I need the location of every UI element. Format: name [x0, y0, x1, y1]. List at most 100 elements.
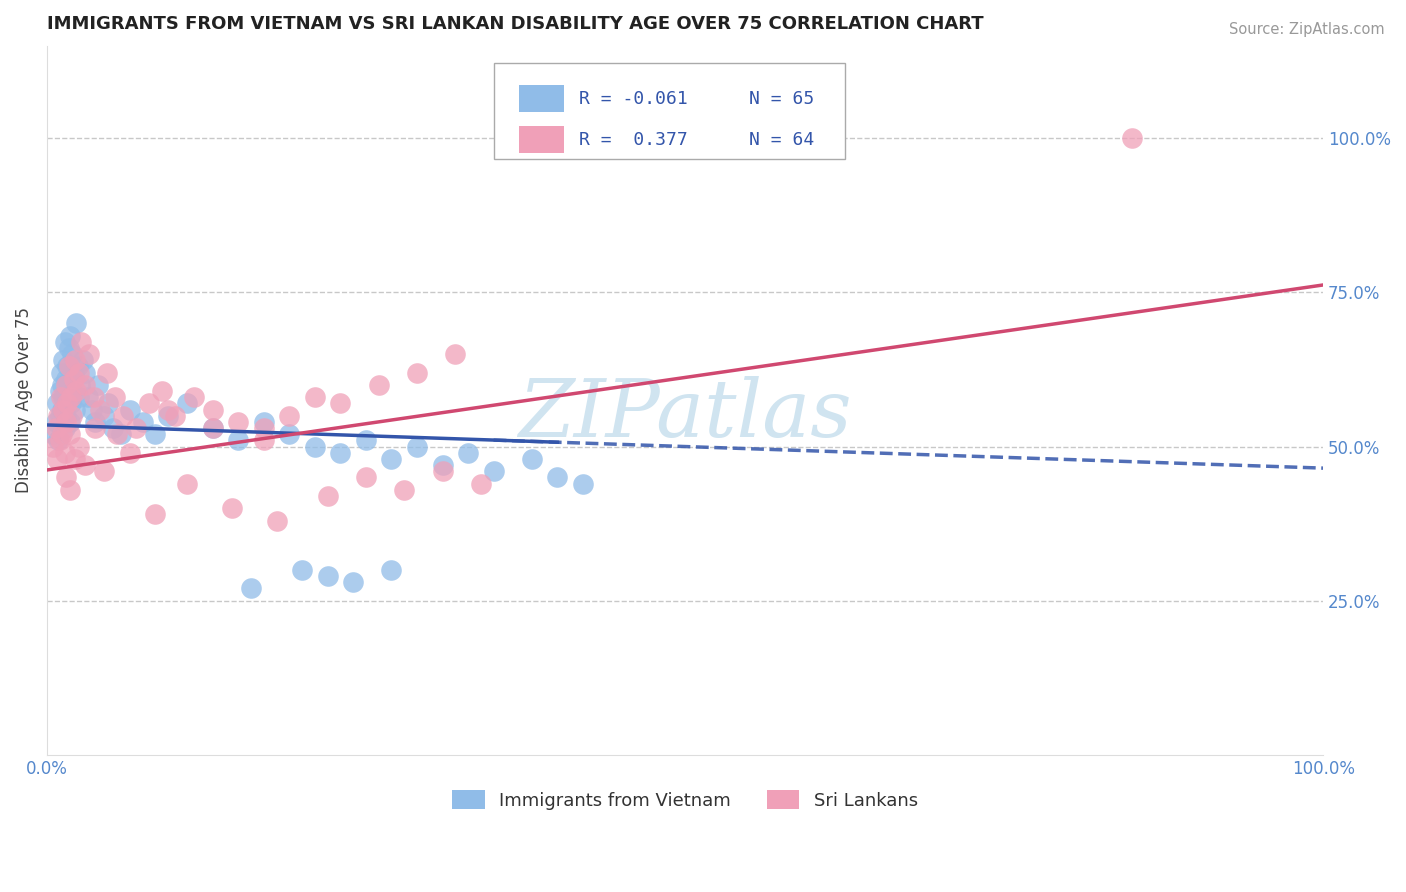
Point [291, 563, 314, 577]
Point [75, 366, 97, 380]
Point [84, 421, 107, 435]
Point [83, 390, 105, 404]
Point [53, 421, 76, 435]
Point [228, 415, 250, 429]
Text: R =  0.377: R = 0.377 [579, 130, 688, 149]
Bar [519, 86, 564, 112]
Point [67, 366, 90, 380]
Point [103, 421, 125, 435]
Point [63, 353, 86, 368]
Legend: Immigrants from Vietnam, Sri Lankans: Immigrants from Vietnam, Sri Lankans [444, 783, 925, 817]
Point [72, 353, 94, 368]
Point [62, 384, 84, 398]
Point [48, 409, 70, 423]
Point [62, 372, 84, 386]
Point [58, 377, 80, 392]
Point [76, 390, 98, 404]
Point [58, 341, 80, 355]
FancyBboxPatch shape [494, 63, 845, 159]
Point [63, 451, 86, 466]
Point [58, 359, 80, 374]
Bar [519, 126, 564, 153]
Point [406, 440, 429, 454]
Point [51, 427, 73, 442]
Point [572, 476, 595, 491]
Point [75, 377, 97, 392]
Point [176, 476, 198, 491]
Point [316, 489, 339, 503]
Point [118, 446, 141, 460]
Point [266, 514, 288, 528]
Point [59, 483, 82, 497]
Point [1121, 131, 1143, 145]
Point [131, 415, 153, 429]
Point [112, 409, 135, 423]
Point [253, 434, 276, 448]
Point [48, 384, 70, 398]
Point [51, 402, 73, 417]
Point [432, 464, 454, 478]
Point [66, 359, 89, 374]
Point [67, 440, 90, 454]
Point [316, 569, 339, 583]
Point [457, 446, 479, 460]
Point [55, 409, 77, 423]
Point [97, 396, 120, 410]
Point [75, 458, 97, 472]
Point [145, 427, 167, 442]
Point [470, 476, 492, 491]
Point [52, 353, 75, 368]
Point [96, 366, 118, 380]
Point [45, 421, 67, 435]
Text: IMMIGRANTS FROM VIETNAM VS SRI LANKAN DISABILITY AGE OVER 75 CORRELATION CHART: IMMIGRANTS FROM VIETNAM VS SRI LANKAN DI… [46, 15, 984, 33]
Point [46, 451, 69, 466]
Point [103, 390, 125, 404]
Point [65, 384, 87, 398]
Point [45, 415, 67, 429]
Point [55, 372, 77, 386]
Point [201, 421, 224, 435]
Point [329, 396, 352, 410]
Point [240, 582, 263, 596]
Point [60, 396, 83, 410]
Point [49, 390, 72, 404]
Point [56, 390, 79, 404]
Point [176, 396, 198, 410]
Point [201, 402, 224, 417]
Point [253, 415, 276, 429]
Point [380, 451, 402, 466]
Point [59, 415, 82, 429]
Point [55, 470, 77, 484]
Point [354, 434, 377, 448]
Point [55, 415, 77, 429]
Point [183, 390, 205, 404]
Point [354, 470, 377, 484]
Point [67, 390, 90, 404]
Point [157, 402, 180, 417]
Point [138, 396, 160, 410]
Point [56, 359, 79, 374]
Point [329, 446, 352, 460]
Point [89, 402, 111, 417]
Point [150, 384, 173, 398]
Point [42, 427, 65, 442]
Point [77, 347, 100, 361]
Point [253, 421, 276, 435]
Point [48, 409, 70, 423]
Point [93, 464, 115, 478]
Point [110, 427, 132, 442]
Point [105, 427, 128, 442]
Point [48, 434, 70, 448]
Point [228, 434, 250, 448]
Point [56, 396, 79, 410]
Text: ZIPatlas: ZIPatlas [519, 376, 852, 453]
Point [221, 501, 243, 516]
Point [304, 440, 326, 454]
Point [546, 470, 568, 484]
Point [482, 464, 505, 478]
Point [69, 377, 91, 392]
Point [49, 366, 72, 380]
Point [394, 483, 416, 497]
Point [201, 421, 224, 435]
Text: R = -0.061: R = -0.061 [579, 90, 688, 108]
